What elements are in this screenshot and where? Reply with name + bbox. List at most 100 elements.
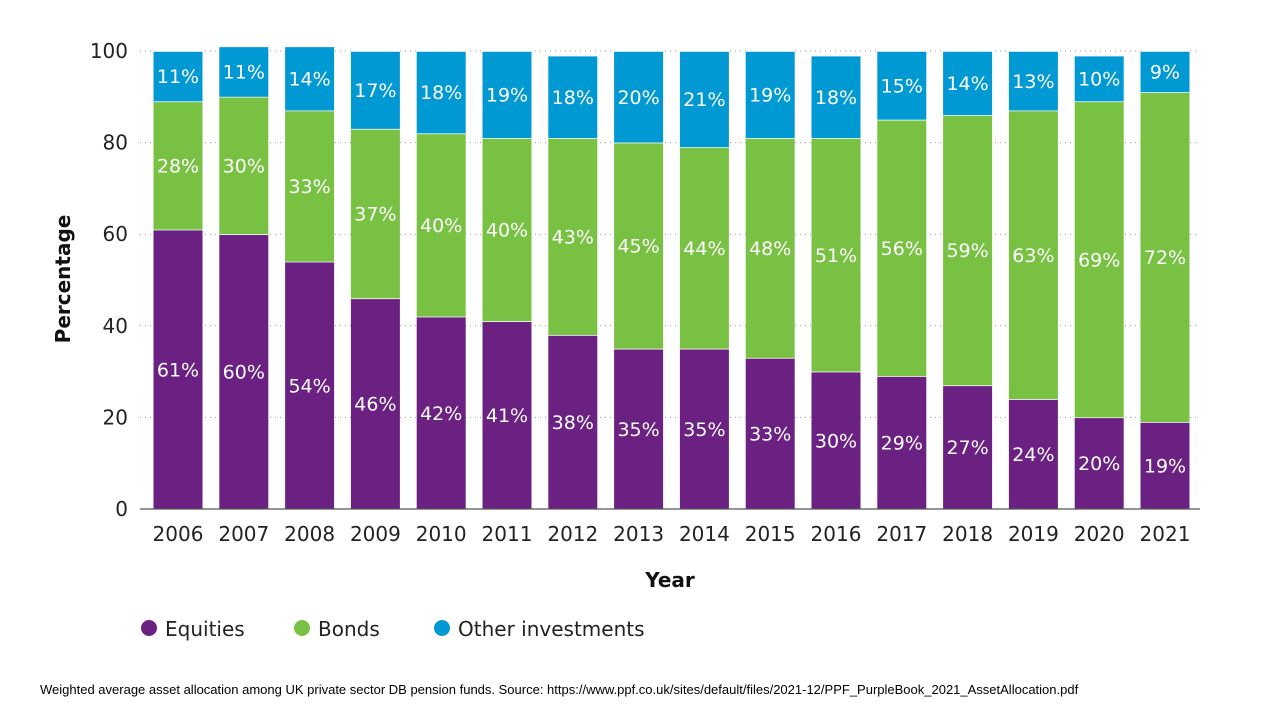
data-label-bonds-2016: 51%: [815, 245, 857, 267]
bar-other-investments-2017: [877, 51, 927, 120]
x-tick-label: 2017: [876, 522, 927, 546]
data-label-bonds-2011: 40%: [486, 220, 528, 242]
data-label-equities-2008: 54%: [288, 375, 330, 397]
data-label-other-investments-2020: 10%: [1078, 68, 1120, 90]
data-label-equities-2012: 38%: [552, 412, 594, 434]
bar-other-investments-2006: [153, 51, 203, 102]
legend-marker-equities: [141, 620, 157, 636]
x-tick-label: 2014: [679, 522, 730, 546]
bar-other-investments-2013: [614, 51, 664, 143]
bar-equities-2012: [548, 334, 598, 509]
data-label-equities-2009: 46%: [354, 394, 396, 416]
x-tick-label: 2021: [1140, 522, 1191, 546]
grid-lines: [140, 50, 1200, 418]
data-label-other-investments-2012: 18%: [552, 87, 594, 109]
data-label-bonds-2009: 37%: [354, 204, 396, 226]
legend: Equities Bonds Other investments: [141, 617, 645, 641]
data-label-other-investments-2010: 18%: [420, 82, 462, 104]
x-tick-label: 2016: [811, 522, 862, 546]
bar-equities-2009: [350, 298, 400, 509]
bar-equities-2018: [943, 385, 993, 509]
y-tick-label: 80: [103, 131, 128, 155]
data-label-equities-2021: 19%: [1144, 455, 1186, 477]
bars: 61% 28% 11% 60% 30% 11% 54% 33% 14% 46% 37% 17% 42% 4…: [153, 45, 1190, 509]
bar-equities-2014: [679, 348, 729, 509]
bar-equities-2008: [285, 261, 335, 509]
bar-equities-2011: [482, 321, 532, 509]
bar-other-investments-2011: [482, 51, 532, 139]
y-tick-label: 40: [103, 314, 128, 338]
legend-label-bonds: Bonds: [318, 617, 380, 641]
bar-equities-2021: [1140, 421, 1190, 509]
x-tick-label: 2015: [745, 522, 796, 546]
bar-other-investments-2010: [416, 51, 466, 134]
bar-other-investments-2015: [745, 51, 795, 139]
y-axis-title: Percentage: [51, 215, 75, 344]
x-axis-title: Year: [644, 568, 695, 592]
y-tick-label: 0: [115, 497, 128, 521]
bar-equities-2019: [1008, 399, 1058, 509]
bar-bonds-2016: [811, 138, 861, 372]
bar-bonds-2015: [745, 138, 795, 358]
bar-equities-2016: [811, 371, 861, 509]
data-label-other-investments-2013: 20%: [617, 87, 659, 109]
data-label-other-investments-2017: 15%: [881, 75, 923, 97]
data-label-other-investments-2021: 9%: [1150, 62, 1180, 84]
x-tick-label: 2012: [547, 522, 598, 546]
data-label-bonds-2010: 40%: [420, 215, 462, 237]
bar-bonds-2012: [548, 138, 598, 335]
bar-bonds-2006: [153, 101, 203, 230]
bar-other-investments-2019: [1008, 51, 1058, 111]
data-label-equities-2006: 61%: [157, 359, 199, 381]
data-label-other-investments-2011: 19%: [486, 85, 528, 107]
x-tick-label: 2018: [942, 522, 993, 546]
data-label-other-investments-2006: 11%: [157, 66, 199, 88]
data-label-other-investments-2008: 14%: [288, 68, 330, 90]
data-label-equities-2010: 42%: [420, 403, 462, 425]
x-tick-label: 2008: [284, 522, 335, 546]
bar-bonds-2011: [482, 138, 532, 322]
x-tick-label: 2009: [350, 522, 401, 546]
legend-marker-bonds: [294, 620, 310, 636]
figure-caption: Weighted average asset allocation among …: [40, 682, 1079, 697]
data-label-equities-2019: 24%: [1012, 444, 1054, 466]
data-label-bonds-2019: 63%: [1012, 245, 1054, 267]
y-tick-label: 100: [90, 39, 128, 63]
bar-bonds-2010: [416, 133, 466, 317]
bar-other-investments-2009: [350, 51, 400, 129]
data-label-bonds-2006: 28%: [157, 156, 199, 178]
bar-other-investments-2008: [285, 46, 335, 111]
axes: 0 20 40 60 80 100 2006 2007 2008 2009 2010 2011 2012…: [90, 39, 1200, 546]
x-tick-label: 2013: [613, 522, 664, 546]
bar-bonds-2007: [219, 96, 269, 235]
data-label-bonds-2012: 43%: [552, 226, 594, 248]
bar-bonds-2009: [350, 128, 400, 299]
x-tick-label: 2007: [218, 522, 269, 546]
bar-bonds-2013: [614, 142, 664, 349]
bar-bonds-2008: [285, 110, 335, 262]
x-tick-label: 2019: [1008, 522, 1059, 546]
bar-other-investments-2021: [1140, 51, 1190, 93]
bar-other-investments-2016: [811, 55, 861, 139]
legend-marker-other-investments: [434, 620, 450, 636]
data-label-bonds-2008: 33%: [288, 176, 330, 198]
bar-other-investments-2020: [1074, 55, 1124, 102]
data-label-equities-2018: 27%: [946, 437, 988, 459]
data-label-other-investments-2007: 11%: [223, 62, 265, 84]
data-label-other-investments-2009: 17%: [354, 80, 396, 102]
bar-other-investments-2014: [679, 51, 729, 148]
y-tick-label: 60: [103, 222, 128, 246]
data-label-other-investments-2016: 18%: [815, 87, 857, 109]
data-label-other-investments-2019: 13%: [1012, 71, 1054, 93]
bar-equities-2017: [877, 376, 927, 509]
bar-equities-2015: [745, 357, 795, 509]
data-label-bonds-2015: 48%: [749, 238, 791, 260]
bar-bonds-2019: [1008, 110, 1058, 400]
bar-equities-2010: [416, 316, 466, 509]
data-label-other-investments-2015: 19%: [749, 85, 791, 107]
legend-label-equities: Equities: [165, 617, 245, 641]
x-tick-label: 2011: [482, 522, 533, 546]
data-label-bonds-2020: 69%: [1078, 249, 1120, 271]
